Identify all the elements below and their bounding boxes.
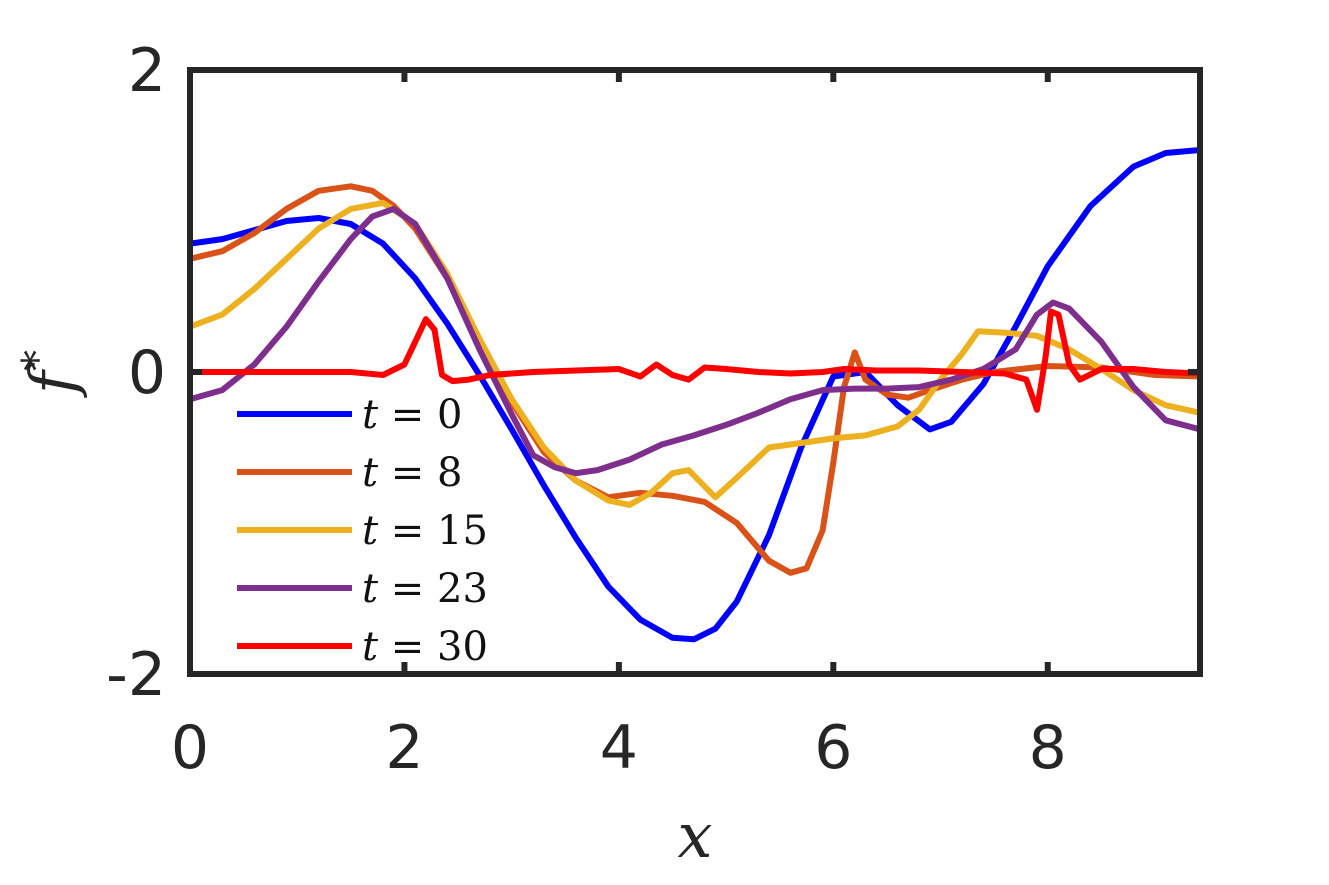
x-tick-label: 8 <box>1029 713 1067 783</box>
x-axis-label: x <box>678 799 713 872</box>
series-line-3 <box>190 205 1200 477</box>
axis-ticks: 0 2 4 6 8-202 <box>106 36 1200 783</box>
series-lines <box>190 147 1200 643</box>
y-tick-label: 2 <box>128 36 166 106</box>
y-axis-label: f* <box>13 350 89 398</box>
legend-label: t = 8 <box>362 450 462 496</box>
legend-label: t = 30 <box>362 624 488 670</box>
x-tick-label: 6 <box>814 713 852 783</box>
legend-label: t = 23 <box>362 566 488 612</box>
y-tick-label: 0 <box>128 338 166 408</box>
x-tick-label: 2 <box>385 713 423 783</box>
series-line-0 <box>190 147 1200 643</box>
legend: t = 0 t = 8 t = 15 t = 23 t = 30 <box>237 392 488 670</box>
series-line-1 <box>190 183 1200 576</box>
y-tick-label: -2 <box>106 640 166 710</box>
series-line-4 <box>190 308 1200 413</box>
legend-label: t = 15 <box>362 508 488 554</box>
x-tick-label: 0 <box>171 713 209 783</box>
legend-label: t = 0 <box>362 392 462 438</box>
series-line-2 <box>190 199 1200 508</box>
x-tick-label: 4 <box>600 713 638 783</box>
